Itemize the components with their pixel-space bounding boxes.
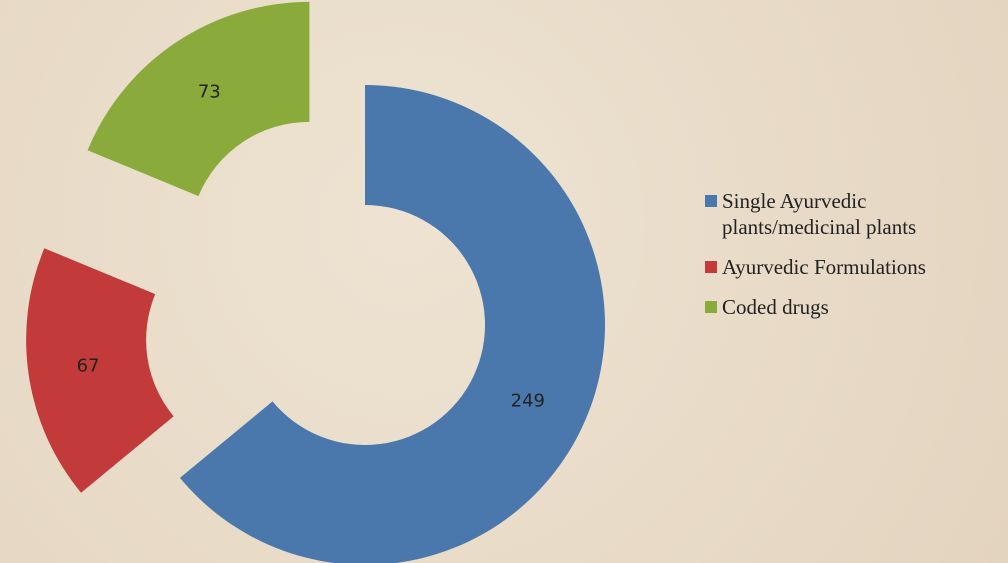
- legend: Single Ayurvedic plants/medicinal plants…: [705, 188, 1005, 334]
- donut-segment: [26, 248, 174, 493]
- legend-item: Ayurvedic Formulations: [705, 254, 1005, 280]
- legend-label: Single Ayurvedic plants/medicinal plants: [722, 189, 917, 239]
- data-label: 67: [77, 356, 100, 377]
- legend-label: Coded drugs: [722, 295, 829, 319]
- donut-segment: [179, 85, 605, 563]
- legend-swatch: [705, 261, 717, 273]
- donut-segment: [87, 1, 310, 197]
- data-label: 249: [511, 391, 545, 412]
- legend-label: Ayurvedic Formulations: [722, 255, 926, 279]
- legend-swatch: [705, 195, 717, 207]
- legend-item: Single Ayurvedic plants/medicinal plants: [705, 188, 1005, 240]
- data-label: 73: [198, 81, 221, 102]
- legend-swatch: [705, 301, 717, 313]
- legend-item: Coded drugs: [705, 294, 1005, 320]
